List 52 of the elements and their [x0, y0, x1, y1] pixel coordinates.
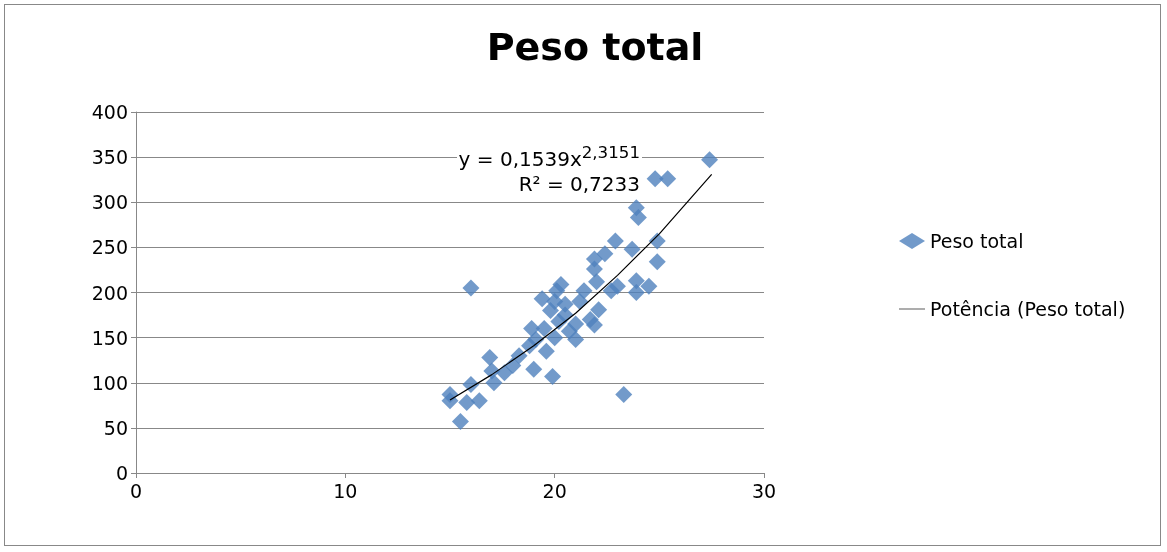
point	[585, 316, 603, 334]
annotation: R² = 0,7233	[516, 171, 642, 197]
annotation: y = 0,1539x$^{2,3151}$	[456, 140, 642, 172]
point	[585, 260, 603, 278]
point	[451, 413, 469, 431]
point	[608, 277, 626, 295]
point	[485, 374, 503, 392]
y-tick-label: 300	[91, 191, 128, 214]
legend-label: Peso total	[930, 230, 1024, 252]
point	[627, 284, 645, 301]
x-tick-label: 0	[129, 479, 143, 502]
point	[525, 360, 543, 378]
point	[590, 301, 608, 319]
point	[615, 385, 633, 403]
point	[567, 330, 585, 348]
point	[596, 245, 614, 263]
point	[588, 273, 606, 291]
y-tick-label: 50	[103, 416, 128, 439]
point	[537, 342, 555, 360]
point	[701, 151, 719, 169]
point	[481, 348, 499, 366]
y-tick-label: 150	[91, 326, 128, 349]
y-tick-label: 250	[91, 236, 128, 259]
chart-title: Peso total	[486, 25, 704, 69]
y-tick-label: 200	[91, 281, 128, 304]
point	[546, 329, 564, 347]
point	[462, 279, 480, 297]
point	[544, 367, 562, 385]
x-tick-label: 30	[751, 479, 777, 502]
point	[640, 277, 658, 295]
y-tick-label: 350	[91, 146, 128, 169]
point	[646, 170, 664, 188]
y-tick-label: 100	[91, 371, 128, 394]
point	[441, 392, 459, 410]
point	[659, 170, 677, 188]
point	[552, 275, 570, 293]
point	[623, 240, 641, 258]
x-tick-label: 10	[333, 479, 358, 502]
point	[567, 315, 585, 333]
x-tick-label: 20	[542, 479, 567, 502]
point	[546, 293, 564, 311]
point	[533, 290, 551, 308]
point	[648, 253, 666, 271]
point	[575, 282, 593, 300]
point	[470, 392, 488, 410]
legend-label: Potência (Peso total)	[930, 298, 1126, 320]
point	[606, 232, 624, 250]
point	[535, 320, 553, 338]
y-tick-label: 0	[115, 462, 128, 484]
y-tick-label: 400	[91, 101, 128, 123]
point	[458, 394, 476, 412]
point	[629, 209, 647, 227]
